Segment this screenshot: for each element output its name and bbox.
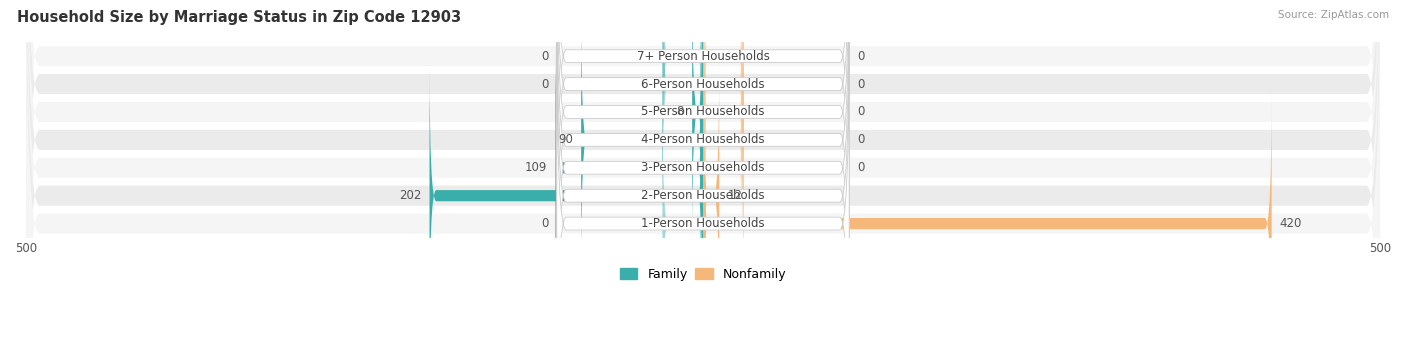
FancyBboxPatch shape bbox=[555, 34, 703, 302]
FancyBboxPatch shape bbox=[27, 0, 1379, 340]
Text: 8: 8 bbox=[676, 105, 685, 118]
Text: 109: 109 bbox=[524, 161, 547, 174]
Text: 0: 0 bbox=[858, 105, 865, 118]
FancyBboxPatch shape bbox=[27, 0, 1379, 340]
Text: 7+ Person Households: 7+ Person Households bbox=[637, 50, 769, 63]
FancyBboxPatch shape bbox=[27, 0, 1379, 340]
Text: Source: ZipAtlas.com: Source: ZipAtlas.com bbox=[1278, 10, 1389, 20]
Text: 12: 12 bbox=[727, 189, 742, 202]
FancyBboxPatch shape bbox=[703, 0, 744, 246]
FancyBboxPatch shape bbox=[703, 0, 744, 190]
Text: 420: 420 bbox=[1279, 217, 1302, 230]
FancyBboxPatch shape bbox=[27, 0, 1379, 340]
Text: 0: 0 bbox=[858, 50, 865, 63]
Text: 0: 0 bbox=[541, 217, 548, 230]
Text: 0: 0 bbox=[541, 50, 548, 63]
FancyBboxPatch shape bbox=[703, 62, 720, 330]
FancyBboxPatch shape bbox=[27, 0, 1379, 340]
Text: 2-Person Households: 2-Person Households bbox=[641, 189, 765, 202]
FancyBboxPatch shape bbox=[27, 0, 1379, 325]
FancyBboxPatch shape bbox=[557, 0, 849, 329]
FancyBboxPatch shape bbox=[703, 90, 1271, 340]
FancyBboxPatch shape bbox=[557, 0, 849, 301]
FancyBboxPatch shape bbox=[662, 0, 703, 190]
Legend: Family, Nonfamily: Family, Nonfamily bbox=[614, 263, 792, 286]
Text: 90: 90 bbox=[558, 133, 574, 147]
FancyBboxPatch shape bbox=[703, 6, 744, 274]
FancyBboxPatch shape bbox=[703, 34, 744, 302]
Text: 202: 202 bbox=[399, 189, 422, 202]
FancyBboxPatch shape bbox=[557, 7, 849, 340]
Text: 0: 0 bbox=[541, 78, 548, 90]
Text: 0: 0 bbox=[858, 78, 865, 90]
Text: 0: 0 bbox=[858, 133, 865, 147]
FancyBboxPatch shape bbox=[557, 0, 849, 273]
FancyBboxPatch shape bbox=[692, 0, 703, 246]
FancyBboxPatch shape bbox=[429, 62, 703, 330]
Text: 6-Person Households: 6-Person Households bbox=[641, 78, 765, 90]
FancyBboxPatch shape bbox=[557, 0, 849, 340]
Text: 3-Person Households: 3-Person Households bbox=[641, 161, 765, 174]
Text: 0: 0 bbox=[858, 161, 865, 174]
FancyBboxPatch shape bbox=[662, 90, 703, 340]
FancyBboxPatch shape bbox=[703, 0, 744, 218]
FancyBboxPatch shape bbox=[27, 0, 1379, 340]
Text: 5-Person Households: 5-Person Households bbox=[641, 105, 765, 118]
FancyBboxPatch shape bbox=[581, 6, 703, 274]
Text: 1-Person Households: 1-Person Households bbox=[641, 217, 765, 230]
FancyBboxPatch shape bbox=[557, 0, 849, 245]
Text: 4-Person Households: 4-Person Households bbox=[641, 133, 765, 147]
FancyBboxPatch shape bbox=[557, 35, 849, 340]
Text: Household Size by Marriage Status in Zip Code 12903: Household Size by Marriage Status in Zip… bbox=[17, 10, 461, 25]
FancyBboxPatch shape bbox=[662, 0, 703, 218]
